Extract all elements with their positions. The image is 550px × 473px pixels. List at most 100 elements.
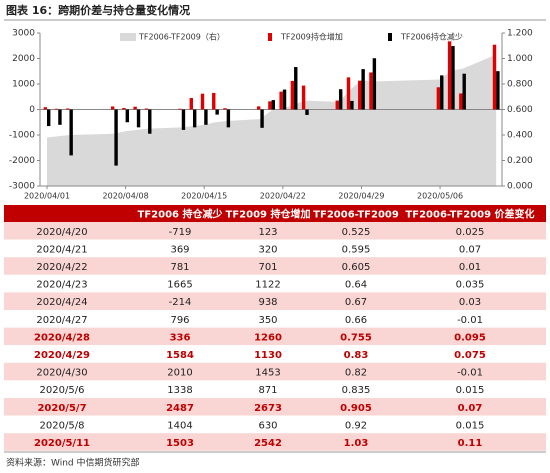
bar <box>200 93 205 110</box>
table-row-bg <box>4 327 546 346</box>
table-cell: 0.07 <box>458 403 483 414</box>
table-cell: 2020/4/28 <box>34 332 90 343</box>
table-row-bg <box>4 433 546 451</box>
table-cell: 0.835 <box>342 385 371 396</box>
table-cell: 796 <box>170 315 189 326</box>
table-cell: -0.01 <box>457 368 483 379</box>
table-cell: 0.605 <box>342 262 371 273</box>
table-cell: 0.075 <box>454 350 486 361</box>
table-cell: 2020/4/22 <box>36 262 87 273</box>
y2-tick-label: 0.000 <box>507 182 533 192</box>
y2-tick-label: 0.200 <box>507 156 533 166</box>
table-cell: 2020/4/20 <box>36 227 87 238</box>
table-cell: 0.11 <box>458 438 483 449</box>
table-cell: 0.92 <box>345 420 367 431</box>
table-cell: 0.095 <box>454 332 486 343</box>
table-cell: 871 <box>258 385 277 396</box>
bar <box>58 109 62 125</box>
bar <box>361 69 365 110</box>
bar <box>492 44 497 110</box>
table-cell: 0.755 <box>340 332 372 343</box>
table-cell: 0.03 <box>459 297 481 308</box>
y2-tick-label: 0.400 <box>507 131 533 141</box>
y2-tick-label: 1.000 <box>507 54 533 64</box>
column-header: TF2006-TF2009 <box>313 210 399 221</box>
column-header: TF2006 持仓减少 <box>138 208 223 221</box>
legend-label: TF2009持仓增加 <box>280 32 343 42</box>
y-tick-label: 3000 <box>12 29 35 39</box>
bar <box>256 106 261 110</box>
bar <box>204 109 208 125</box>
bar <box>144 108 149 110</box>
table-cell: 1503 <box>166 438 194 449</box>
table-cell: 2020/4/30 <box>36 368 87 379</box>
bar <box>223 108 227 110</box>
y-tick-label: -2000 <box>9 156 35 166</box>
legend-swatch <box>120 33 136 41</box>
y2-tick-label: 1.200 <box>507 29 533 39</box>
table-cell: 0.595 <box>342 244 371 255</box>
table-row-bg <box>4 310 546 328</box>
table-cell: -719 <box>169 227 192 238</box>
table-cell: 0.67 <box>345 297 367 308</box>
table-cell: 1130 <box>254 350 282 361</box>
column-header: TF2009 持仓增加 <box>226 208 311 221</box>
table-cell: 1584 <box>166 350 194 361</box>
bar <box>335 100 339 110</box>
bar <box>260 109 264 128</box>
table-cell: 1453 <box>255 368 280 379</box>
bar <box>301 85 306 110</box>
table-cell: 0.025 <box>456 227 485 238</box>
table-cell: 701 <box>258 262 277 273</box>
bar <box>268 101 272 110</box>
bar <box>369 72 373 110</box>
table-cell: 336 <box>170 332 191 343</box>
table-cell: 123 <box>258 227 277 238</box>
bar <box>148 109 152 134</box>
bar <box>212 92 216 110</box>
x-tick-label: 2020/04/08 <box>103 192 149 201</box>
table-cell: 630 <box>258 420 277 431</box>
table-row-bg <box>4 345 546 363</box>
table-cell: 2487 <box>166 403 194 414</box>
bar <box>290 80 295 110</box>
bar <box>114 109 118 166</box>
y-tick-label: 1000 <box>12 80 35 90</box>
bar <box>350 100 354 110</box>
x-tick-label: 2020/04/22 <box>260 192 306 201</box>
table-cell: 2020/4/21 <box>36 244 87 255</box>
bar <box>178 108 182 110</box>
bar <box>189 98 193 110</box>
y-tick-label: -3000 <box>9 182 35 192</box>
bar <box>69 109 73 156</box>
table-row-bg <box>4 257 546 275</box>
table-cell: 2020/4/29 <box>34 350 90 361</box>
table-row-bg <box>4 274 546 293</box>
table-cell: 369 <box>170 244 189 255</box>
bar <box>305 109 309 115</box>
y-tick-label: 0 <box>29 105 35 115</box>
table-cell: 0.525 <box>342 227 371 238</box>
y2-tick-label: 0.800 <box>507 80 533 90</box>
table-cell: 0.82 <box>345 368 367 379</box>
legend-swatch <box>268 33 272 41</box>
table-cell: 0.015 <box>456 385 485 396</box>
bar <box>66 108 70 110</box>
table-row-bg <box>4 380 546 398</box>
bar <box>136 109 141 128</box>
bar <box>451 46 455 110</box>
table-cell: 2020/4/27 <box>36 315 87 326</box>
table-cell: 0.83 <box>344 350 369 361</box>
table-cell: 2020/5/11 <box>34 438 90 449</box>
bar <box>372 58 377 110</box>
table-cell: 320 <box>258 244 277 255</box>
table-cell: 1338 <box>167 385 192 396</box>
bar <box>47 109 51 127</box>
x-tick-label: 2020/04/29 <box>338 192 384 201</box>
table-row-bg <box>4 362 546 381</box>
x-tick-label: 2020/04/01 <box>24 192 70 201</box>
column-header: TF2006-TF2009 价差变化 <box>405 208 534 221</box>
table-row-bg <box>4 398 546 416</box>
table-cell: 2020/4/24 <box>36 297 87 308</box>
